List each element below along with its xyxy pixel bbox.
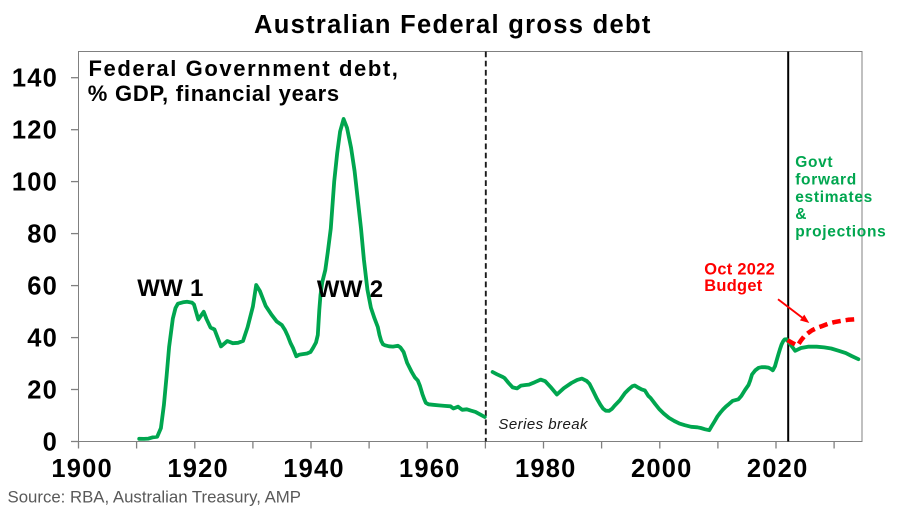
svg-text:1980: 1980 xyxy=(515,455,577,483)
svg-text:WW 2: WW 2 xyxy=(317,276,384,303)
svg-text:Govt: Govt xyxy=(795,154,833,171)
svg-text:120: 120 xyxy=(12,117,58,145)
svg-text:% GDP, financial years: % GDP, financial years xyxy=(88,81,340,106)
svg-text:Australian Federal gross debt: Australian Federal gross debt xyxy=(254,11,652,39)
svg-text:80: 80 xyxy=(27,221,58,249)
svg-text:2020: 2020 xyxy=(747,455,809,483)
svg-text:1940: 1940 xyxy=(283,455,345,483)
svg-text:1920: 1920 xyxy=(167,455,229,483)
svg-text:100: 100 xyxy=(12,169,58,197)
svg-text:Oct 2022: Oct 2022 xyxy=(704,260,775,278)
svg-text:projections: projections xyxy=(795,223,886,240)
svg-text:1960: 1960 xyxy=(399,455,461,483)
svg-text:1900: 1900 xyxy=(51,455,113,483)
svg-text:estimates: estimates xyxy=(795,189,873,206)
svg-text:140: 140 xyxy=(12,65,58,93)
svg-text:Series break: Series break xyxy=(498,416,589,433)
svg-text:Budget: Budget xyxy=(704,277,762,295)
svg-text:60: 60 xyxy=(27,273,58,301)
svg-text:40: 40 xyxy=(27,325,58,353)
svg-text:WW 1: WW 1 xyxy=(137,275,204,302)
svg-text:0: 0 xyxy=(43,428,58,456)
svg-text:Federal Government debt,: Federal Government debt, xyxy=(89,56,400,81)
svg-text:Source: RBA, Australian Treasu: Source: RBA, Australian Treasury, AMP xyxy=(8,487,301,506)
svg-text:20: 20 xyxy=(27,376,58,404)
svg-text:2000: 2000 xyxy=(631,455,693,483)
svg-text:forward: forward xyxy=(795,172,857,189)
svg-text:&: & xyxy=(795,206,807,223)
